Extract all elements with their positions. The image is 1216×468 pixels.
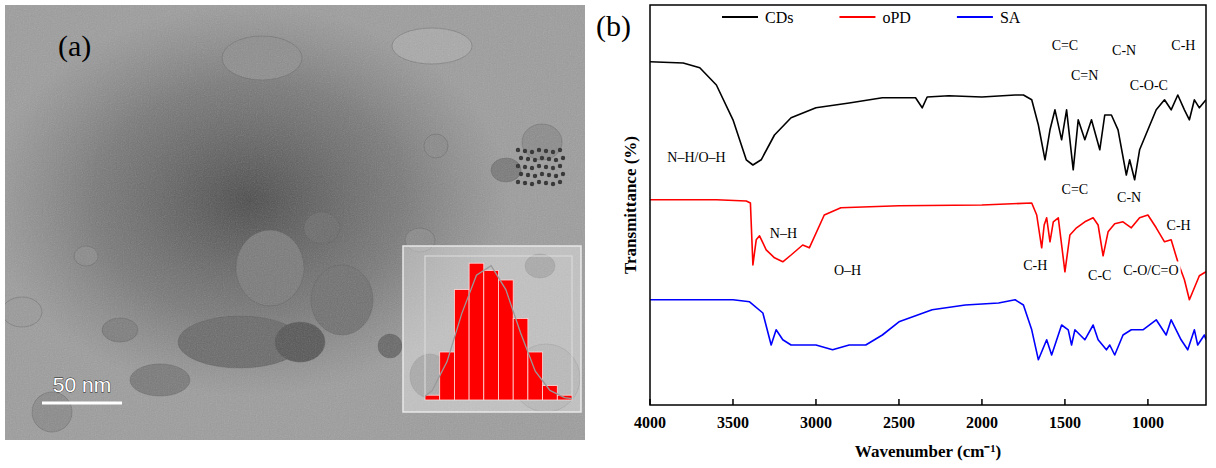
legend-swatch xyxy=(839,16,875,18)
x-tick-label: 1000 xyxy=(1132,414,1164,431)
x-axis-title: Wavenumber (cm⁻¹) xyxy=(855,442,1001,461)
label-patch xyxy=(1121,262,1180,279)
label-patch xyxy=(665,149,727,166)
label-patch xyxy=(1060,181,1091,198)
plot-lines xyxy=(650,62,1206,360)
legend-label: CDs xyxy=(765,9,793,26)
inset-axes xyxy=(425,256,572,400)
x-tick xyxy=(981,399,983,405)
hist-bar xyxy=(499,280,514,400)
label-patch xyxy=(1110,42,1138,59)
spectrum xyxy=(650,62,1206,180)
scale-bar xyxy=(42,402,122,405)
band-label: C-H xyxy=(1023,258,1047,273)
hist-bar xyxy=(513,318,528,400)
axes-frame xyxy=(650,5,1206,405)
x-tick-label: 4000 xyxy=(634,414,666,431)
panel-letter: (b) xyxy=(596,9,631,43)
label-patch xyxy=(1115,189,1143,206)
band-label: O–H xyxy=(834,263,861,278)
band-label: C-O/C=O xyxy=(1123,263,1178,278)
legend-swatch xyxy=(957,16,993,18)
scale-bar-label: 50 nm xyxy=(53,373,111,396)
x-tick-label: 1500 xyxy=(1049,414,1081,431)
band-label: C-O-C xyxy=(1130,78,1168,93)
x-tick-label: 2500 xyxy=(883,414,915,431)
hist-bar xyxy=(454,290,469,400)
hist-bar xyxy=(469,263,484,400)
x-tick xyxy=(815,399,817,405)
band-label: N–H xyxy=(770,226,797,241)
band-label: C=N xyxy=(1071,68,1098,83)
band-label: C-H xyxy=(1171,38,1195,53)
hist-bar xyxy=(425,395,440,400)
label-patch xyxy=(1050,37,1081,54)
band-label: C-H xyxy=(1167,218,1191,233)
x-tick xyxy=(649,399,651,405)
figure: (a) 50 nm (b) 4000 3500 3000 2500 2000 1500 1000 W… xyxy=(0,0,1216,468)
hist-bar xyxy=(484,270,499,400)
legend-label: SA xyxy=(1000,9,1021,26)
band-label: C-N xyxy=(1112,43,1136,58)
spectrum xyxy=(650,300,1206,360)
x-tick-label: 3500 xyxy=(717,414,749,431)
label-patch xyxy=(1128,77,1170,94)
image-shade xyxy=(5,5,585,440)
legend-swatch xyxy=(722,16,758,18)
band-label: C=C xyxy=(1052,38,1079,53)
label-patch xyxy=(1069,67,1100,84)
annotations: N–H/O–H C=C C=N C-N C-O-C C-H N–H C=C C-N C-H O–H C… xyxy=(665,37,1197,284)
tem-image xyxy=(5,5,585,440)
inset-marks xyxy=(425,263,572,400)
legend-label: oPD xyxy=(882,9,910,26)
panel-letter: (a) xyxy=(58,29,91,63)
x-tick xyxy=(898,399,900,405)
x-tick-label: 2000 xyxy=(966,414,998,431)
fit-curve xyxy=(425,266,572,399)
label-patch xyxy=(1165,217,1193,234)
spectrum xyxy=(650,200,1206,300)
x-tick xyxy=(732,399,734,405)
hist-bar xyxy=(440,352,455,400)
x-tick-label: 3000 xyxy=(800,414,832,431)
label-patch xyxy=(1169,37,1197,54)
label-patch xyxy=(1086,267,1113,284)
label-patch xyxy=(768,225,799,242)
image-ground xyxy=(5,5,585,440)
band-label: C=C xyxy=(1062,182,1089,197)
x-tick xyxy=(1064,399,1066,405)
label-patch xyxy=(1021,257,1049,274)
band-label: C-C xyxy=(1088,268,1111,283)
legend: CDs oPD SA xyxy=(722,9,1021,26)
inset-frame xyxy=(403,246,581,412)
label-patch xyxy=(832,262,863,279)
y-axis-title: Transmittance (%) xyxy=(621,136,640,274)
image-grain xyxy=(5,5,585,440)
band-label: C-N xyxy=(1117,190,1141,205)
x-tick xyxy=(1147,399,1149,405)
band-label: N–H/O–H xyxy=(667,150,725,165)
